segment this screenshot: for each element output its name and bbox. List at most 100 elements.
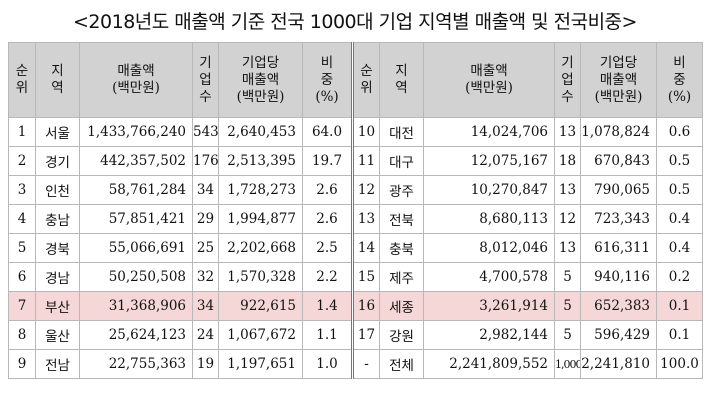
- regional-sales-table: 순 위 지 역 매출액 (백만원) 기 업 수 기업당 매출액 (백만원) 비 중 (%) 순 위 지 역 매출액 (백…: [8, 42, 703, 379]
- cell-firms: 25: [192, 233, 219, 263]
- cell-sales: 12,075,167: [423, 146, 555, 176]
- cell-rank: 9: [8, 349, 36, 379]
- cell-share: 2.6: [302, 175, 353, 205]
- cell-share: 1.4: [302, 291, 353, 321]
- cell-share: 1.0: [302, 349, 353, 379]
- cell-sales: 8,012,046: [423, 233, 555, 263]
- cell-per-firm: 2,202,668: [218, 233, 303, 263]
- cell-rank: 16: [351, 291, 380, 321]
- cell-share: 0.6: [656, 117, 703, 147]
- table-row: 9 전남 22,755,363 19 1,197,651 1.0- 전체 2,241,809,…: [8, 349, 703, 379]
- cell-share: 0.1: [656, 320, 703, 350]
- cell-firms: 176: [192, 146, 219, 176]
- cell-per-firm: 922,615: [218, 291, 303, 321]
- table-row: 5 경북 55,066,691 25 2,202,668 2.5 14 충북 8,012,046…: [8, 233, 703, 263]
- cell-firms: 543: [192, 117, 219, 147]
- cell-rank: 4: [8, 204, 36, 234]
- cell-region: 광주: [379, 175, 424, 205]
- cell-rank: 12: [351, 175, 380, 205]
- table-row: 8 울산 25,624,123 24 1,067,672 1.1 17 강원 2,982,144…: [8, 320, 703, 350]
- cell-region: 서울: [35, 117, 80, 147]
- cell-sales: 25,624,123: [79, 320, 193, 350]
- cell-per-firm: 670,843: [580, 146, 657, 176]
- cell-per-firm: 1,728,273: [218, 175, 303, 205]
- cell-rank: 5: [8, 233, 36, 263]
- cell-rank: 1: [8, 117, 36, 147]
- cell-per-firm: 616,311: [580, 233, 657, 263]
- cell-share: 2.5: [302, 233, 353, 263]
- cell-firms: 19: [192, 349, 219, 379]
- page-title: <2018년도 매출액 기준 전국 1000대 기업 지역별 매출액 및 전국비…: [73, 10, 637, 33]
- cell-share: 0.4: [656, 233, 703, 263]
- cell-per-firm: 2,241,810: [580, 349, 657, 379]
- cell-per-firm: 1,994,877: [218, 204, 303, 234]
- table-row: 6 경남 50,250,508 32 1,570,328 2.2 15 제주 4,700,578…: [8, 262, 703, 292]
- cell-rank: 8: [8, 320, 36, 350]
- cell-firms: 29: [192, 204, 219, 234]
- cell-rank: 2: [8, 146, 36, 176]
- cell-share: 64.0: [302, 117, 353, 147]
- cell-rank: -: [351, 349, 380, 379]
- cell-region: 충남: [35, 204, 80, 234]
- cell-region: 대구: [379, 146, 424, 176]
- cell-region: 전체: [379, 349, 424, 379]
- table-body: 1 서울 1,433,766,240 543 2,640,453 64.0 10 대전 14,0…: [8, 117, 703, 379]
- header-sales-right: 매출액 (백만원): [423, 42, 555, 118]
- cell-sales: 1,433,766,240: [79, 117, 193, 147]
- table-row: 7 부산 31,368,906 34 922,615 1.4 16 세종 3,261,914 5 6…: [8, 291, 703, 321]
- header-share-right: 비 중 (%): [656, 42, 703, 118]
- cell-rank: 7: [8, 291, 36, 321]
- cell-share: 0.4: [656, 204, 703, 234]
- table-row: 4 충남 57,851,421 29 1,994,877 2.6 13 전북 8,680,113…: [8, 204, 703, 234]
- cell-region: 경남: [35, 262, 80, 292]
- table-row: 3 인천 58,761,284 34 1,728,273 2.6 12 광주 10,270,84…: [8, 175, 703, 205]
- cell-per-firm: 790,065: [580, 175, 657, 205]
- cell-region: 대전: [379, 117, 424, 147]
- table-row: 1 서울 1,433,766,240 543 2,640,453 64.0 10 대전 14,0…: [8, 117, 703, 147]
- cell-per-firm: 1,197,651: [218, 349, 303, 379]
- cell-region: 전남: [35, 349, 80, 379]
- cell-region: 인천: [35, 175, 80, 205]
- cell-sales: 14,024,706: [423, 117, 555, 147]
- cell-rank: 3: [8, 175, 36, 205]
- cell-share: 0.5: [656, 146, 703, 176]
- cell-firms: 24: [192, 320, 219, 350]
- cell-share: 0.1: [656, 291, 703, 321]
- cell-firms: 13: [554, 233, 581, 263]
- header-share-left: 비 중 (%): [302, 42, 353, 118]
- cell-firms: 5: [554, 320, 581, 350]
- cell-rank: 6: [8, 262, 36, 292]
- cell-region: 경북: [35, 233, 80, 263]
- cell-rank: 11: [351, 146, 380, 176]
- cell-sales: 58,761,284: [79, 175, 193, 205]
- cell-firms: 18: [554, 146, 581, 176]
- cell-firms: 12: [554, 204, 581, 234]
- cell-sales: 31,368,906: [79, 291, 193, 321]
- cell-share: 100.0: [656, 349, 703, 379]
- cell-share: 1.1: [302, 320, 353, 350]
- table-row: 2 경기 442,357,502 176 2,513,395 19.7 11 대구 12,075…: [8, 146, 703, 176]
- cell-rank: 14: [351, 233, 380, 263]
- cell-share: 0.5: [656, 175, 703, 205]
- cell-firms: 34: [192, 291, 219, 321]
- cell-per-firm: 1,078,824: [580, 117, 657, 147]
- cell-region: 울산: [35, 320, 80, 350]
- cell-per-firm: 2,513,395: [218, 146, 303, 176]
- cell-per-firm: 1,570,328: [218, 262, 303, 292]
- header-per-firm-right: 기업당 매출액 (백만원): [580, 42, 657, 118]
- cell-firms: 5: [554, 291, 581, 321]
- cell-region: 부산: [35, 291, 80, 321]
- cell-region: 경기: [35, 146, 80, 176]
- cell-region: 제주: [379, 262, 424, 292]
- cell-firms: 32: [192, 262, 219, 292]
- cell-per-firm: 652,383: [580, 291, 657, 321]
- cell-per-firm: 1,067,672: [218, 320, 303, 350]
- cell-region: 세종: [379, 291, 424, 321]
- cell-share: 0.2: [656, 262, 703, 292]
- cell-sales: 50,250,508: [79, 262, 193, 292]
